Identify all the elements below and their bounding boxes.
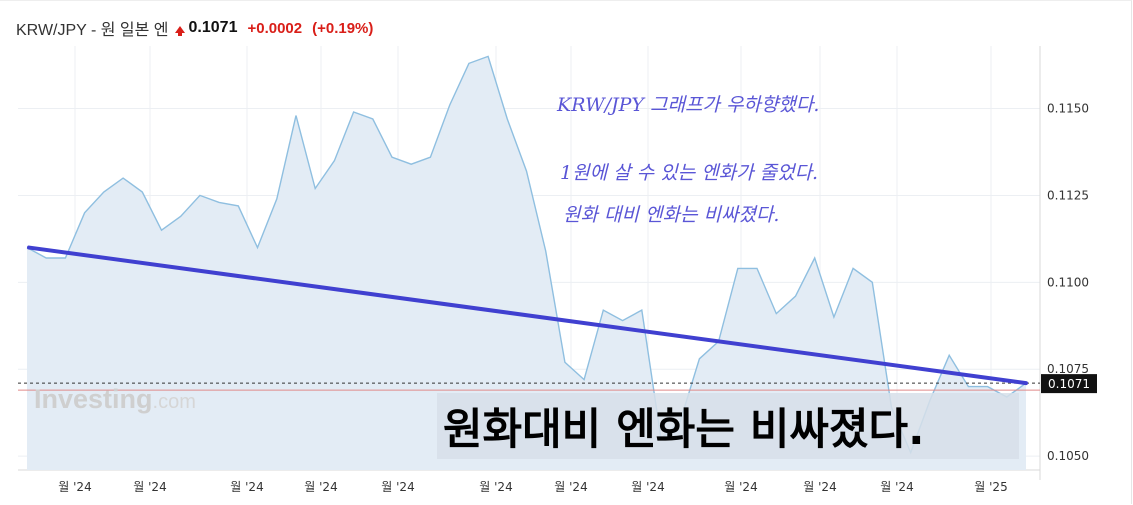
x-tick-label: 월 '24: [133, 480, 166, 494]
x-tick-label: 월 '24: [880, 480, 913, 494]
x-tick-label: 월 '24: [803, 480, 836, 494]
caption-banner: 원화대비 엔화는 비싸졌다.: [437, 393, 1019, 459]
y-tick-label: 0.1150: [1047, 102, 1089, 116]
x-tick-label: 월 '24: [554, 480, 587, 494]
annotation-line-3: 원화 대비 엔화는 비싸졌다.: [563, 204, 780, 226]
instrument-name: KRW/JPY - 원 일본 엔: [16, 22, 169, 39]
x-tick-label: 월 '24: [304, 480, 337, 494]
investing-watermark: Investing.com: [34, 384, 196, 415]
x-tick-label: 월 '24: [58, 480, 91, 494]
x-tick-label: 월 '24: [479, 480, 512, 494]
current-price-label: 0.1071: [1048, 377, 1090, 391]
annotation-line-2: 1원에 살 수 있는 엔화가 줄었다.: [560, 162, 819, 184]
last-price: 0.1071: [188, 19, 238, 36]
y-tick-label: 0.1075: [1047, 362, 1089, 376]
series-line: [26, 55, 1027, 455]
annotation-line-1: KRW/JPY 그래프가 우하향했다.: [557, 94, 820, 116]
price-change-percent: (+0.19%): [312, 19, 374, 37]
trend-line: [27, 245, 1028, 386]
price-change: +0.0002: [247, 19, 303, 37]
y-tick-label: 0.1050: [1047, 449, 1089, 463]
x-tick-label: 월 '24: [230, 480, 263, 494]
y-tick-label: 0.1100: [1047, 275, 1089, 289]
series-area: [27, 56, 1026, 471]
instrument-header: KRW/JPY - 원 일본 엔 0.1071 +0.0002 (+0.19%): [16, 16, 373, 40]
current-price-box: [1041, 374, 1097, 394]
x-tick-label: 월 '24: [381, 480, 414, 494]
x-tick-label: 월 '24: [631, 480, 664, 494]
y-tick-label: 0.1125: [1047, 188, 1089, 202]
watermark-brand: Investing: [34, 384, 153, 414]
watermark-suffix: .com: [152, 391, 196, 413]
up-arrow-icon: [174, 25, 185, 36]
x-tick-label: 월 '24: [724, 480, 757, 494]
x-tick-label: 월 '25: [974, 480, 1007, 494]
